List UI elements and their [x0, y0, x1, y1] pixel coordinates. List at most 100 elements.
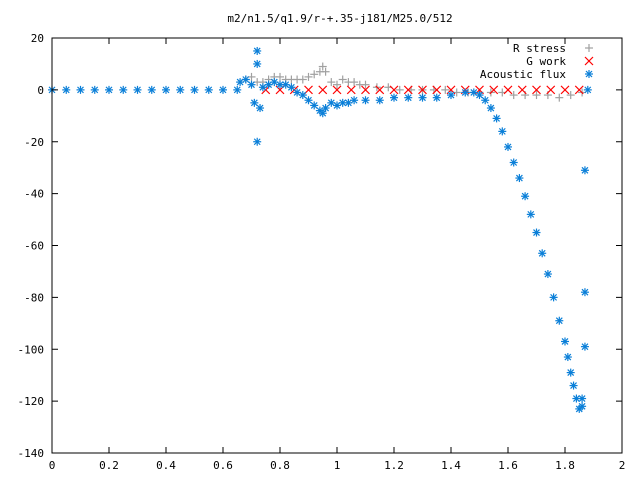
data-point [560, 85, 570, 95]
data-point [190, 85, 199, 94]
data-point [418, 85, 427, 95]
data-point [350, 96, 359, 105]
x-tick-label: 1 [334, 459, 341, 472]
data-point [538, 249, 547, 258]
y-tick-label: -80 [24, 291, 44, 304]
data-point [481, 96, 490, 105]
data-point [498, 127, 507, 136]
data-point [90, 85, 99, 94]
data-point [395, 85, 404, 94]
y-tick-label: -120 [18, 395, 45, 408]
data-point [298, 75, 307, 84]
data-point [580, 288, 589, 297]
data-point [105, 85, 113, 94]
legend-label: Acoustic flux [480, 68, 566, 81]
data-point [461, 88, 470, 97]
data-point [566, 368, 575, 377]
x-tick-label: 0 [49, 459, 56, 472]
plot-frame [51, 37, 623, 454]
axis-ticks: 0 0.2 0.4 0.6 0.8 1 1.2 1.4 1.6 1.8 2 20 0 -20 -40 -60 -… [18, 32, 626, 472]
data-point [574, 85, 584, 95]
y-tick-label: -100 [18, 343, 45, 356]
data-point [509, 158, 518, 167]
data-point [578, 394, 587, 403]
x-tick-label: 1.2 [384, 459, 404, 472]
data-point [489, 85, 499, 95]
data-point [375, 96, 384, 105]
data-point [310, 70, 319, 79]
y-tick-label: 20 [31, 32, 44, 45]
data-point [566, 91, 575, 100]
data-point [256, 104, 265, 113]
data-point [250, 98, 259, 107]
y-tick-label: -40 [24, 188, 44, 201]
x-tick-label: 0.6 [213, 459, 233, 472]
data-point [432, 85, 442, 95]
data-point [204, 85, 213, 94]
legend-label: G work [526, 55, 566, 68]
data-point [486, 104, 495, 113]
data-point [532, 85, 541, 95]
data-point [546, 85, 556, 95]
data-point [338, 75, 347, 84]
x-tick-label: 1.8 [555, 459, 575, 472]
data-point [543, 270, 552, 279]
series-acoustic-flux [48, 46, 592, 413]
data-point [549, 293, 558, 302]
data-point [561, 337, 569, 346]
data-point [253, 137, 262, 146]
data-point [247, 80, 256, 89]
data-point [333, 80, 341, 89]
data-point [375, 85, 385, 95]
legend-marker [585, 70, 593, 78]
data-point [361, 96, 370, 105]
legend-marker [585, 44, 593, 52]
data-point [441, 85, 450, 94]
data-point [515, 174, 524, 183]
data-point [147, 85, 156, 94]
x-tick-label: 1.6 [498, 459, 518, 472]
data-point [503, 85, 513, 95]
x-tick-label: 2 [619, 459, 626, 472]
data-point [492, 114, 501, 123]
data-point [447, 91, 455, 100]
data-point [563, 353, 572, 362]
y-tick-label: -20 [24, 136, 44, 149]
data-point [432, 93, 441, 102]
data-point [233, 85, 242, 94]
y-tick-label: -60 [24, 240, 44, 253]
data-point [321, 104, 330, 113]
data-point [119, 85, 128, 94]
data-point [526, 210, 535, 219]
chart-title: m2/n1.5/q1.9/r-+.35-j181/M25.0/512 [227, 12, 452, 25]
data-point [578, 402, 587, 411]
legend-label: R stress [513, 42, 566, 55]
data-point [517, 85, 527, 95]
data-point [176, 85, 185, 94]
data-point [76, 85, 85, 94]
y-tick-label: 0 [37, 84, 44, 97]
data-point [350, 78, 359, 87]
data-point [298, 91, 307, 100]
data-point [389, 85, 399, 95]
x-tick-label: 0.2 [99, 459, 119, 472]
data-point [583, 85, 592, 94]
data-point [532, 91, 541, 100]
data-point [361, 85, 370, 95]
data-point [287, 83, 296, 92]
data-point [346, 85, 356, 95]
data-point [253, 46, 262, 55]
data-point [318, 85, 328, 95]
x-tick-label: 0.4 [156, 459, 176, 472]
data-point [532, 228, 541, 237]
data-point [321, 67, 330, 76]
data-point [276, 80, 284, 89]
y-tick-label: -140 [18, 447, 45, 460]
data-point [580, 166, 589, 175]
data-point [253, 59, 262, 68]
data-point [327, 78, 336, 87]
data-point [318, 109, 327, 118]
plot-marks [48, 46, 592, 413]
data-point [404, 93, 413, 102]
